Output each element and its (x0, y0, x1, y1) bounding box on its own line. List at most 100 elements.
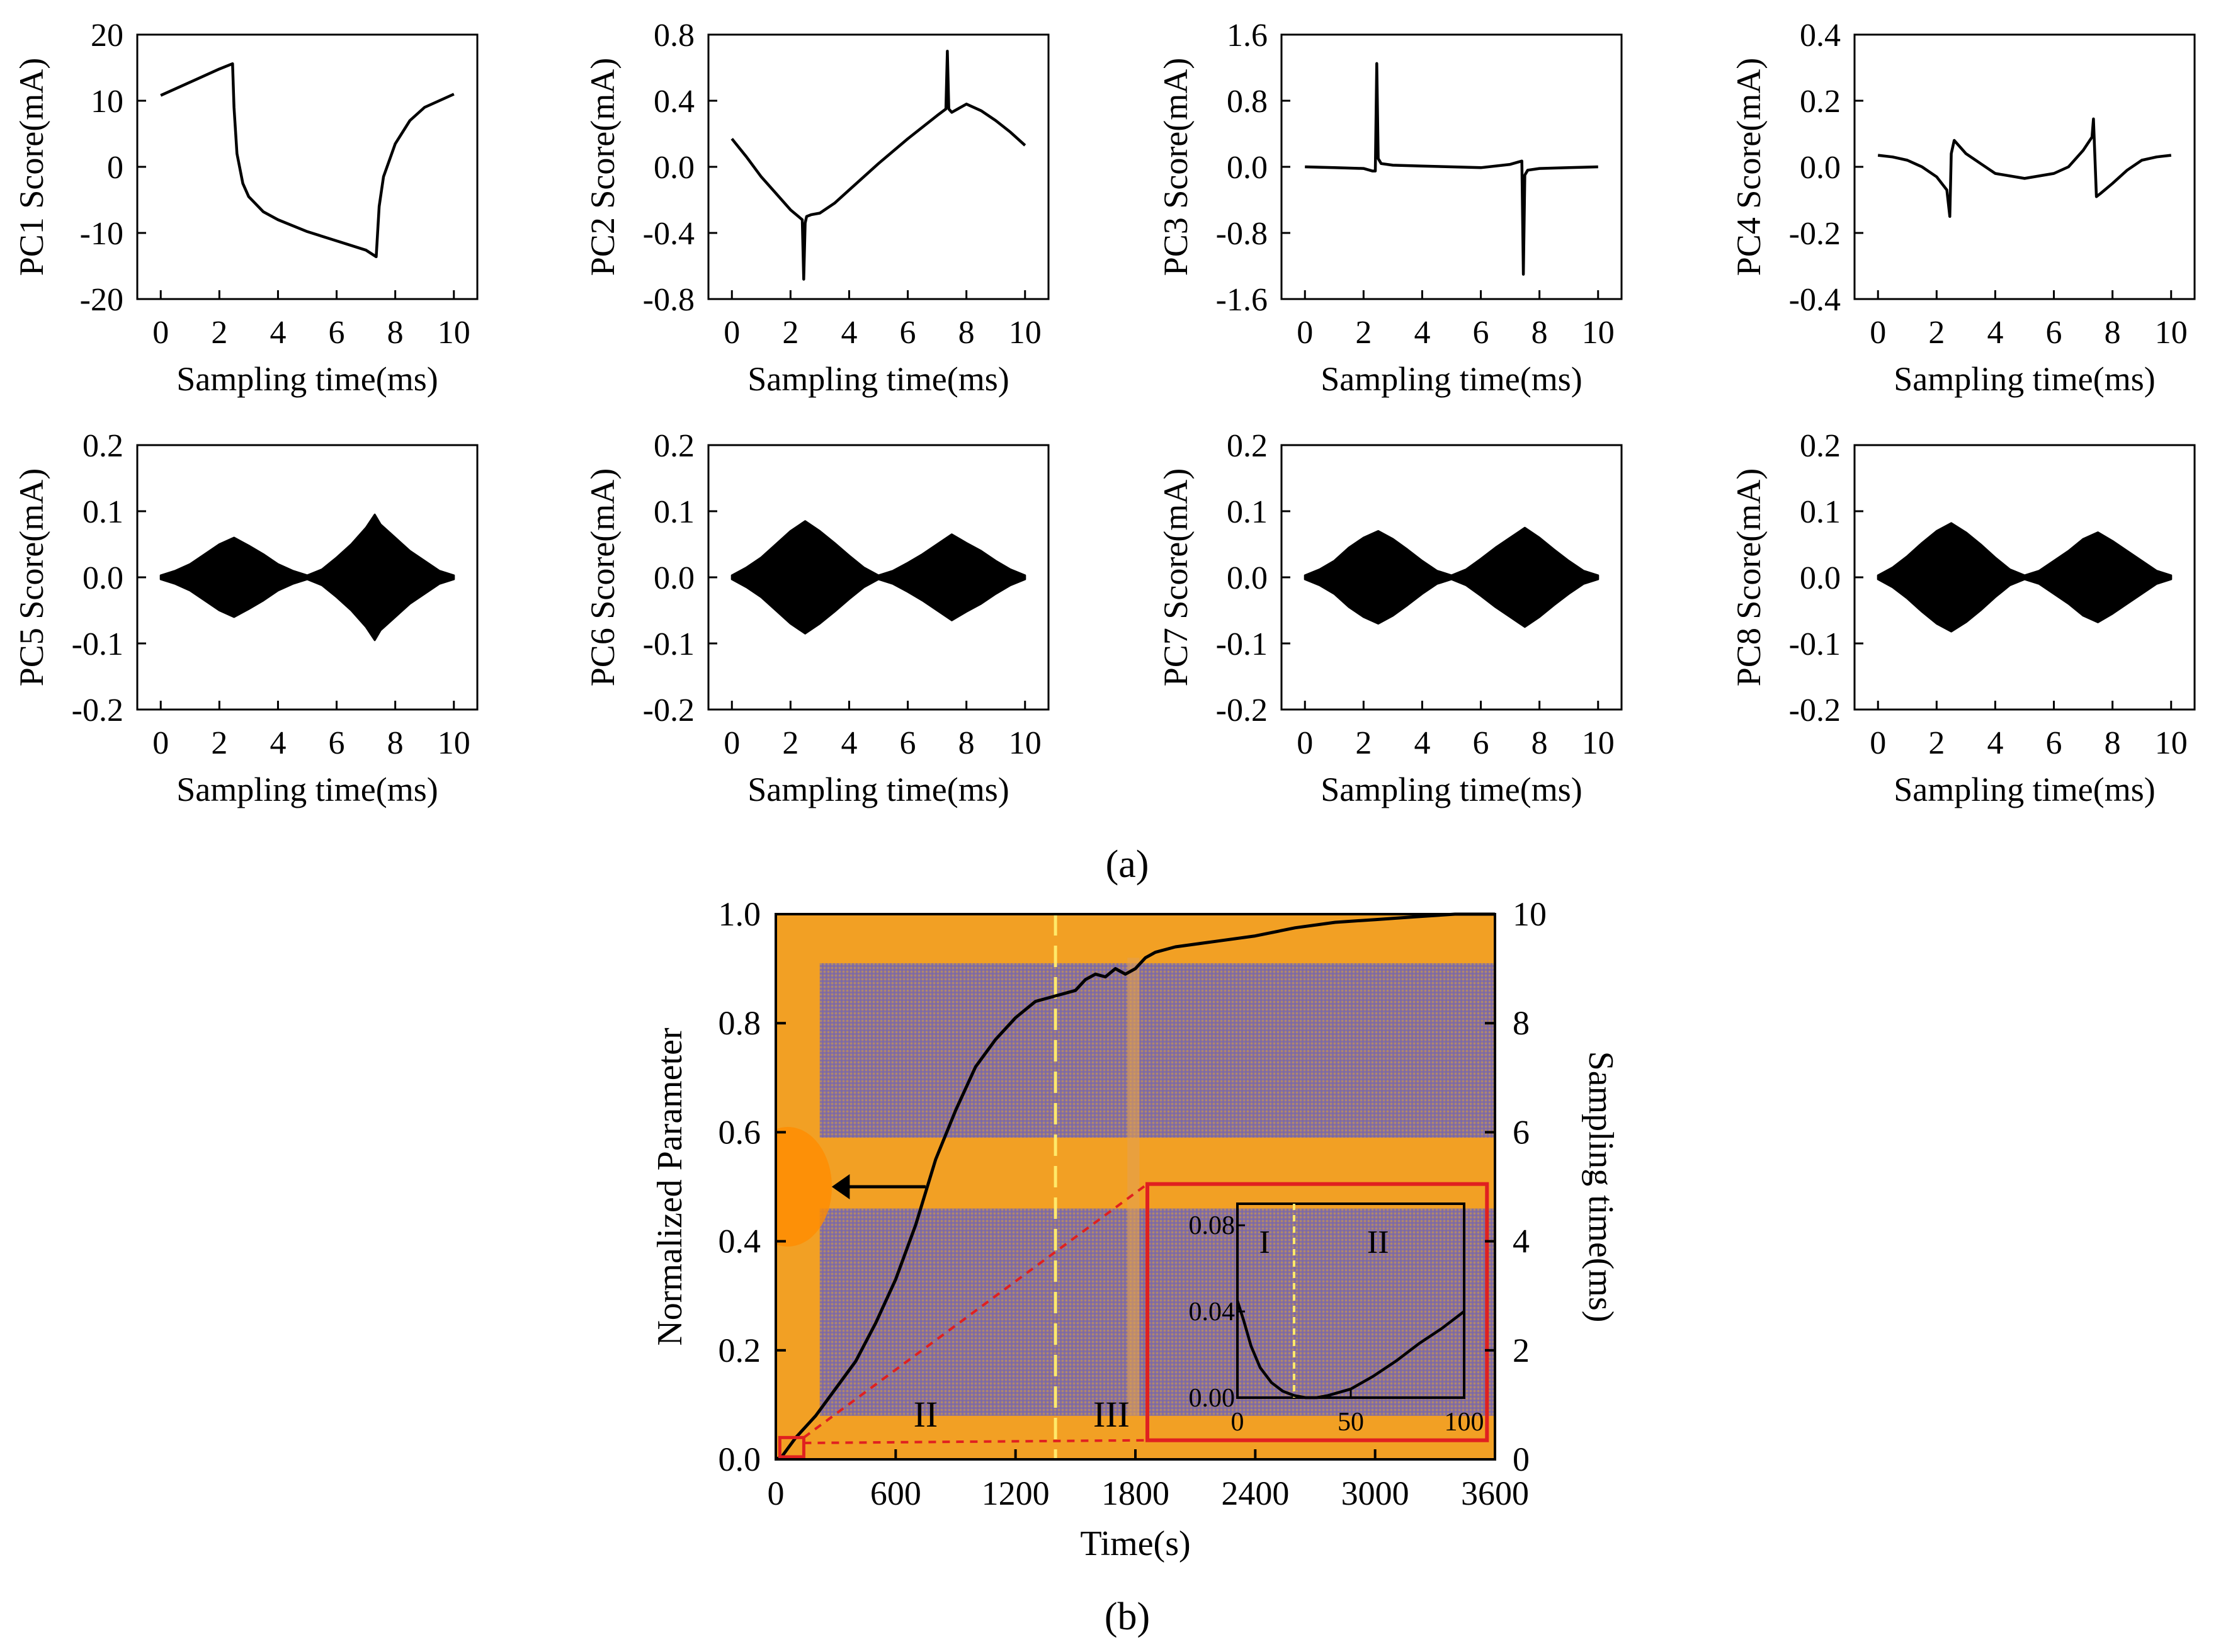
pc8-xtick-label: 8 (2105, 725, 2121, 761)
left-axis-arrow-head (831, 1174, 850, 1199)
pc5-ytick-label: 0.2 (82, 428, 123, 464)
pc5-ytick-label: 0.1 (82, 494, 123, 530)
inset-xtick-label: 100 (1445, 1408, 1484, 1437)
pc1-chart: 0 2 4 6 8 10 -20 -10 0 10 20 Sampling time(ms) PC1 S… (13, 18, 479, 398)
pc4-xtick-label: 8 (2105, 315, 2121, 351)
pc4-xtick-label: 6 (2046, 315, 2062, 351)
pc6-ytick-label: 0.2 (654, 428, 695, 464)
pc3-ytick-label: 1.6 (1227, 18, 1268, 54)
pc3-xlabel: Sampling time(ms) (1321, 360, 1582, 398)
main-ytick-label: 0.6 (719, 1113, 761, 1151)
pc4-chart: 0 2 4 6 8 10 -0.4 -0.2 0.0 0.2 0.4 Sampling time(ms… (1730, 18, 2196, 398)
region-label-iii: III (1093, 1394, 1130, 1435)
pc7-xtick-label: 4 (1414, 725, 1430, 761)
heatmap-gap (1127, 958, 1140, 1416)
pc7-chart: 0 2 4 6 8 10 -0.2 -0.1 0.0 0.1 0.2 Sampling time(ms… (1157, 428, 1623, 808)
pc7-xtick-label: 0 (1297, 725, 1313, 761)
pc3-ytick-label: 0.8 (1227, 84, 1268, 120)
pc8-ylabel: PC8 Score(mA) (1730, 468, 1768, 686)
main-ylabel-left: Normalized Parameter (651, 1027, 690, 1346)
inset-ytick-label: 0.08 (1189, 1211, 1236, 1240)
pc5-xtick-label: 6 (329, 725, 345, 761)
heatmap-band (819, 963, 1495, 1138)
main-xtick-label: 3000 (1341, 1474, 1409, 1512)
pc8-xtick-label: 6 (2046, 725, 2062, 761)
inset-xtick-label: 0 (1231, 1408, 1244, 1437)
heatmap-hotspot (776, 1127, 832, 1247)
pc5-chart: 0 2 4 6 8 10 -0.2 -0.1 0.0 0.1 0.2 Sampling time(ms… (13, 428, 479, 808)
main-ytick-label: 0.2 (719, 1332, 761, 1369)
pc7-ytick-label: 0.2 (1227, 428, 1268, 464)
main-right-ytick-label: 8 (1513, 1004, 1530, 1042)
pc5-xtick-label: 10 (438, 725, 470, 761)
main-right-ytick-label: 0 (1513, 1440, 1530, 1478)
pc8-xtick-label: 10 (2155, 725, 2188, 761)
pc7-ytick-label: -0.2 (1216, 693, 1268, 728)
heatmap-band (819, 1208, 1495, 1416)
pc3-xtick-label: 8 (1531, 315, 1548, 351)
pc8-xlabel: Sampling time(ms) (1894, 771, 2155, 808)
pc7-ylabel: PC7 Score(mA) (1157, 468, 1195, 686)
pc2-xlabel: Sampling time(ms) (747, 360, 1009, 398)
heatmap-background (776, 914, 1495, 1459)
pc1-xtick-label: 10 (438, 315, 470, 351)
pc1-ylabel: PC1 Score(mA) (13, 58, 50, 276)
pc4-xtick-label: 4 (1987, 315, 2003, 351)
main-xlabel: Time(s) (1080, 1524, 1190, 1563)
normalized-parameter-line (775, 912, 1495, 1461)
pc2-xtick-label: 2 (782, 315, 798, 351)
pc1-ytick-label: 20 (91, 18, 123, 54)
main-right-ytick-label: 10 (1513, 895, 1547, 933)
pc6-xtick-label: 4 (841, 725, 857, 761)
main-right-ytick-label: 4 (1513, 1223, 1530, 1260)
pc3-xtick-label: 6 (1473, 315, 1489, 351)
zoom-connector (804, 1439, 1148, 1445)
pc7-ytick-label: -0.1 (1216, 626, 1268, 662)
main-right-ytick-label: 2 (1513, 1332, 1530, 1369)
zoom-target-box (1145, 1182, 1489, 1442)
main-xtick-label: 3600 (1461, 1474, 1529, 1512)
main-xtick-label: 1800 (1101, 1474, 1169, 1512)
main-ytick-label: 0.0 (719, 1440, 761, 1478)
pc6-ytick-label: 0.0 (654, 560, 695, 596)
pc1-series-line (160, 62, 455, 259)
main-xtick-label: 0 (768, 1474, 785, 1512)
pc4-frame (1853, 33, 2196, 300)
pc5-ytick-label: -0.2 (72, 693, 123, 728)
pc3-xtick-label: 10 (1582, 315, 1615, 351)
pc8-ytick-label: -0.2 (1789, 693, 1841, 728)
inset-xtick-label: 50 (1338, 1408, 1364, 1437)
pc5-xtick-label: 0 (152, 725, 169, 761)
pc1-ytick-label: 0 (107, 150, 123, 186)
main-ytick-label: 0.4 (719, 1223, 761, 1260)
pc2-xtick-label: 8 (958, 315, 975, 351)
main-ytick-label: 0.8 (719, 1004, 761, 1042)
pc1-frame (136, 33, 479, 300)
pc8-ytick-label: 0.2 (1800, 428, 1841, 464)
zoom-source-box (778, 1435, 805, 1459)
inset-region-label-i: I (1259, 1225, 1270, 1260)
pc8-xtick-label: 2 (1928, 725, 1945, 761)
pc4-xtick-label: 10 (2155, 315, 2188, 351)
pc5-xtick-label: 2 (211, 725, 227, 761)
pc4-ytick-label: 0.2 (1800, 84, 1841, 120)
pc2-xtick-label: 0 (724, 315, 740, 351)
pc1-xtick-label: 2 (211, 315, 227, 351)
pc6-ytick-label: -0.1 (643, 626, 695, 662)
pc5-ylabel: PC5 Score(mA) (13, 468, 50, 686)
pc5-xtick-label: 8 (387, 725, 404, 761)
pc8-ytick-label: 0.1 (1800, 494, 1841, 530)
pc6-xlabel: Sampling time(ms) (747, 771, 1009, 808)
pc6-ytick-label: 0.1 (654, 494, 695, 530)
pc7-xtick-label: 2 (1355, 725, 1372, 761)
pc2-ytick-label: 0.4 (654, 84, 695, 120)
pc6-xtick-label: 2 (782, 725, 798, 761)
pc6-ytick-label: -0.2 (643, 693, 695, 728)
pc3-ylabel: PC3 Score(mA) (1157, 58, 1195, 276)
main-xtick-label: 1200 (982, 1474, 1050, 1512)
pc2-ylabel: PC2 Score(mA) (584, 58, 622, 276)
pc8-xtick-label: 0 (1870, 725, 1886, 761)
inset-ytick-label: 0.04 (1189, 1298, 1236, 1327)
